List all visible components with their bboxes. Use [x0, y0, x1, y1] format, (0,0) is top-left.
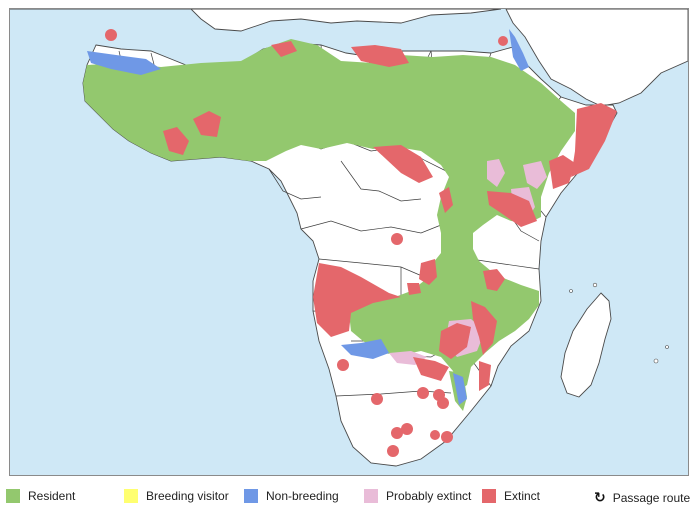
legend-item-resident: Resident	[6, 489, 75, 503]
madagascar	[560, 292, 612, 398]
legend-item-passage-route: ↻ Passage route	[594, 489, 690, 506]
legend-item-breeding-visitor: Breeding visitor	[124, 489, 229, 503]
europe-landmass	[10, 9, 502, 32]
legend-label-resident: Resident	[28, 489, 76, 503]
island	[665, 345, 669, 349]
map-canvas	[10, 9, 688, 475]
probably-extinct-swatch	[364, 489, 378, 503]
resident-swatch	[6, 489, 20, 503]
non-breeding-swatch	[244, 489, 258, 503]
legend-label-breeding-visitor: Breeding visitor	[146, 489, 229, 503]
legend-label-probably-extinct: Probably extinct	[386, 489, 472, 503]
island	[653, 358, 659, 364]
legend-label-passage-route: Passage route	[612, 490, 691, 505]
legend-label-extinct: Extinct	[504, 489, 541, 503]
legend-label-non-breeding: Non-breeding	[266, 489, 339, 503]
legend-item-non-breeding: Non-breeding	[244, 489, 339, 503]
extinct-swatch	[482, 489, 496, 503]
non-breeding-range	[87, 29, 529, 405]
circular-arrow-icon: ↻	[594, 489, 606, 505]
extinct-range	[105, 29, 617, 457]
legend-item-extinct: Extinct	[482, 489, 540, 503]
arabian-peninsula	[505, 9, 688, 107]
island	[592, 282, 598, 288]
map-legend: Resident Breeding visitor Non-breeding P…	[6, 486, 696, 508]
island	[569, 289, 573, 293]
range-map	[9, 8, 689, 476]
legend-item-probably-extinct: Probably extinct	[364, 489, 471, 503]
breeding-visitor-swatch	[124, 489, 138, 503]
